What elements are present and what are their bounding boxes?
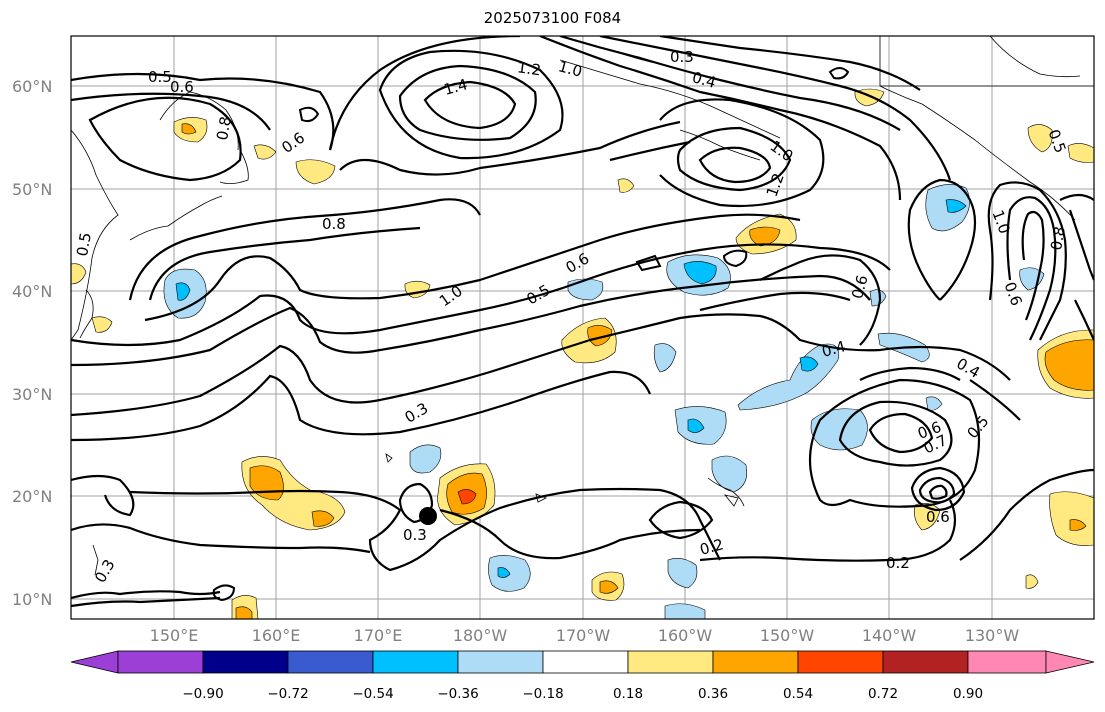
colorbar-swatch — [287, 650, 374, 674]
colorbar-max-extension — [1045, 650, 1095, 674]
contour-label: 0.8 — [213, 115, 235, 142]
colorbar-swatch — [627, 650, 714, 674]
lon-label: 130°W — [964, 626, 1020, 645]
fill-patch — [667, 558, 698, 589]
fill-patch — [181, 123, 197, 135]
colorbar-swatch — [117, 650, 204, 674]
fill-patch — [687, 418, 705, 433]
fill-patch — [409, 444, 442, 474]
contour-label: 1.2 — [516, 58, 542, 79]
colorbar-label: 0.90 — [952, 686, 984, 702]
colorbar-label: −0.90 — [182, 686, 224, 702]
colorbar-swatch — [797, 650, 884, 674]
contour-label: 0.6 — [170, 78, 194, 96]
lat-label: 60°N — [12, 77, 53, 96]
fill-patch — [810, 408, 868, 451]
contour-label: 0.4 — [690, 68, 718, 92]
fill-patch — [253, 144, 277, 160]
colorbar-swatch — [882, 650, 969, 674]
fill-patch — [617, 178, 635, 193]
colorbar-label: 0.54 — [782, 686, 814, 702]
fill-patch — [497, 567, 511, 578]
fill-patch — [295, 159, 336, 185]
lon-label: 160°E — [251, 626, 301, 645]
contour-label: 0.6 — [848, 273, 872, 301]
fill-patch — [653, 343, 677, 373]
contour-label: 0.2 — [698, 535, 726, 559]
lon-label: 150°E — [149, 626, 199, 645]
fill-patch — [749, 226, 781, 247]
fill-patch — [235, 606, 253, 619]
fill-patch — [1025, 574, 1039, 589]
fill-patch — [1027, 124, 1053, 153]
lat-label: 30°N — [12, 385, 53, 404]
fill-patch — [869, 289, 887, 307]
fill-patch — [457, 489, 477, 505]
colorbar-label: 0.36 — [697, 686, 729, 702]
fill-patch — [1067, 143, 1094, 163]
contour-label: 0.6 — [926, 508, 950, 526]
fill-patch — [799, 356, 819, 372]
lat-label: 20°N — [12, 487, 53, 506]
colorbar-swatch — [967, 650, 1047, 674]
contour-label: 0.4 — [820, 337, 848, 361]
fill-patch — [311, 510, 335, 527]
fill-patch — [587, 325, 613, 347]
lon-label: 160°W — [657, 626, 713, 645]
map-plot-area — [71, 36, 1094, 619]
contour-label: 0.3 — [670, 48, 694, 66]
fill-patch — [175, 282, 191, 301]
storm-center-marker — [419, 507, 437, 525]
contour-label: 0.2 — [886, 554, 910, 572]
lat-label: 40°N — [12, 282, 53, 301]
colorbar-label: −0.54 — [352, 686, 394, 702]
map-title: 2025073100 F084 — [483, 9, 622, 27]
colorbar-swatch — [712, 650, 799, 674]
fill-patch — [664, 603, 706, 619]
lat-label: 50°N — [12, 180, 53, 199]
contour-label: 0.8 — [322, 215, 346, 233]
contour-label: 0.5 — [148, 68, 172, 86]
lon-label: 150°W — [759, 626, 815, 645]
contour-label: 0.8 — [1047, 225, 1069, 252]
colorbar-label: 0.72 — [867, 686, 899, 702]
colorbar-min-extension — [70, 650, 119, 674]
contour-label: 1.4 — [442, 75, 470, 99]
contour-label: 1.0 — [556, 57, 584, 81]
map-frame — [70, 35, 1095, 620]
colorbar-label: 0.18 — [612, 686, 644, 702]
lon-label: 170°E — [353, 626, 403, 645]
colorbar-swatch — [372, 650, 459, 674]
fill-patch — [71, 263, 87, 285]
contours — [71, 36, 1094, 608]
colorbar-swatch — [202, 650, 289, 674]
lon-label: 180°W — [452, 626, 508, 645]
colorbar-swatch — [457, 650, 544, 674]
fill-patch — [711, 455, 748, 493]
lon-label: 140°W — [861, 626, 917, 645]
fill-patch — [1049, 491, 1094, 546]
fill-patch — [1069, 519, 1087, 531]
colorbar-label: −0.36 — [437, 686, 479, 702]
fill-patch — [945, 199, 967, 213]
lat-label: 10°N — [12, 590, 53, 609]
shaded-fields — [71, 88, 1094, 619]
small-contours — [212, 67, 850, 602]
fill-patch — [91, 316, 113, 333]
fill-patch — [683, 261, 717, 285]
contour-label: 0.5 — [73, 231, 95, 258]
colorbar-swatch — [542, 650, 629, 674]
colorbar-label: −0.72 — [267, 686, 309, 702]
fill-patch — [599, 580, 619, 594]
fill-patch — [1044, 339, 1094, 391]
colorbar-label: −0.18 — [522, 686, 564, 702]
lon-label: 170°W — [555, 626, 611, 645]
colorbar — [70, 650, 1095, 674]
contour-label: 0.3 — [403, 526, 427, 544]
